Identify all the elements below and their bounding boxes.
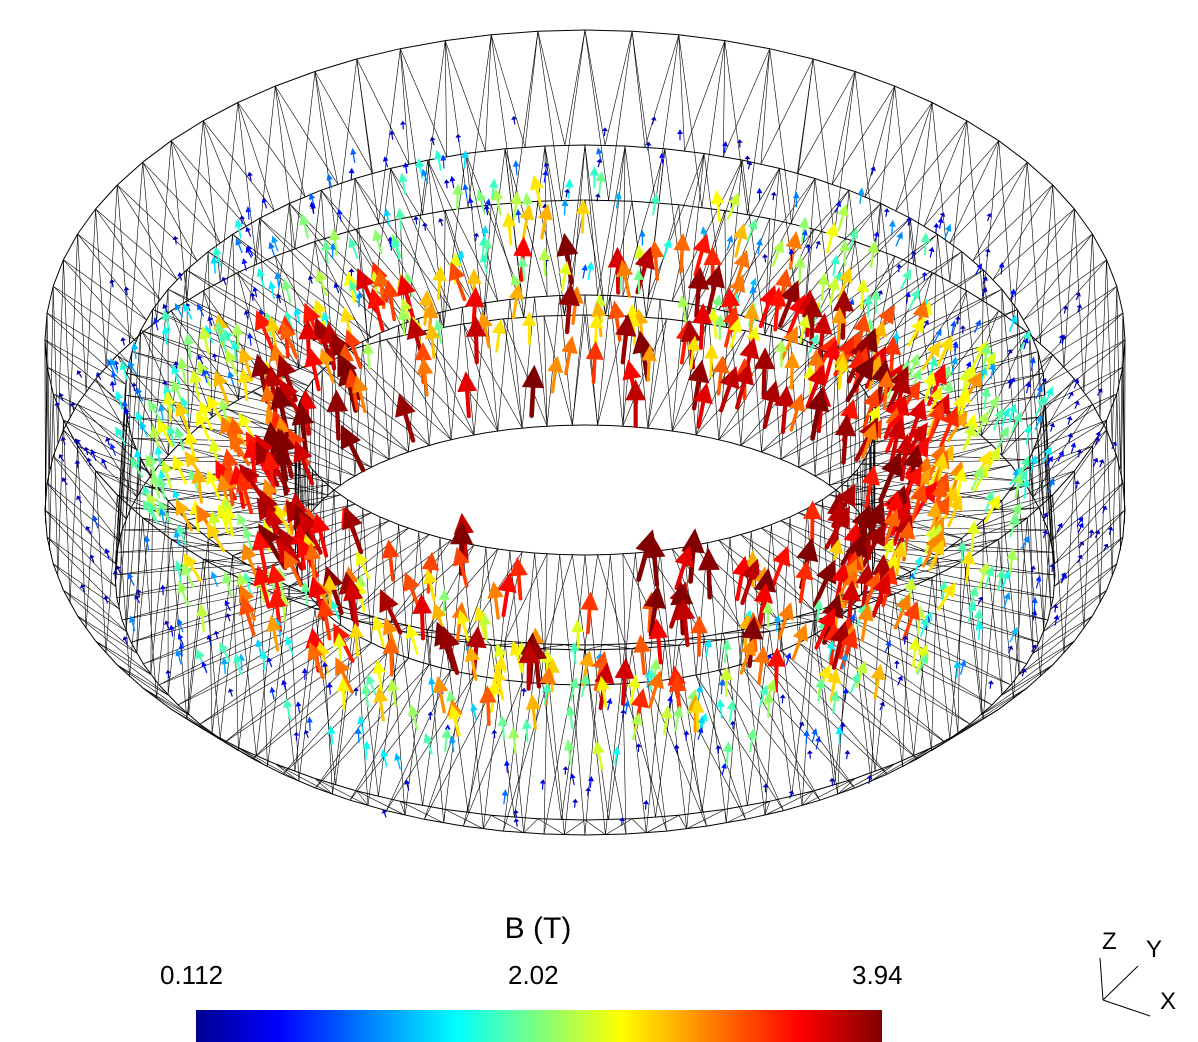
colorbar-max-label: 3.94 [852,960,903,990]
axis-label-y: Y [1146,936,1163,963]
axis-triad [1099,957,1151,1017]
field-arrows [54,115,1117,827]
axis-label-x: X [1160,988,1177,1015]
colorbar-min-label: 0.112 [160,960,224,990]
colorbar-title: B (T) [504,912,572,945]
colorbar-mid-label: 2.02 [508,960,559,990]
colorbar-gradient [196,1010,882,1042]
axis-label-z: Z [1102,928,1117,955]
